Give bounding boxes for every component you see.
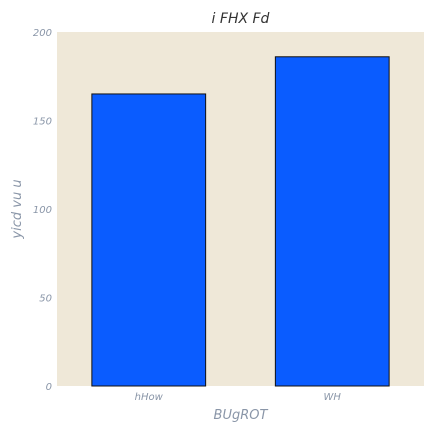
x-tick-label: WH bbox=[324, 392, 342, 403]
y-tick-label: 200 bbox=[33, 28, 52, 39]
chart-title: i FHX Fd bbox=[212, 11, 270, 27]
y-axis-label: yicd vu u bbox=[10, 179, 25, 239]
y-tick-label: 0 bbox=[46, 382, 52, 393]
x-axis-label: BUgROT bbox=[214, 408, 269, 423]
y-tick-label: 50 bbox=[39, 294, 52, 305]
x-tick-label: hHow bbox=[135, 392, 164, 403]
y-axis-ticks: 0 50 100 150 200 bbox=[33, 28, 52, 393]
x-axis-ticks: hHow WH bbox=[135, 392, 342, 403]
bar-WH bbox=[274, 56, 390, 387]
y-tick-label: 100 bbox=[33, 205, 52, 216]
y-tick-label: 150 bbox=[33, 117, 52, 128]
bar-hHow bbox=[91, 93, 207, 387]
bars-group bbox=[91, 56, 390, 387]
